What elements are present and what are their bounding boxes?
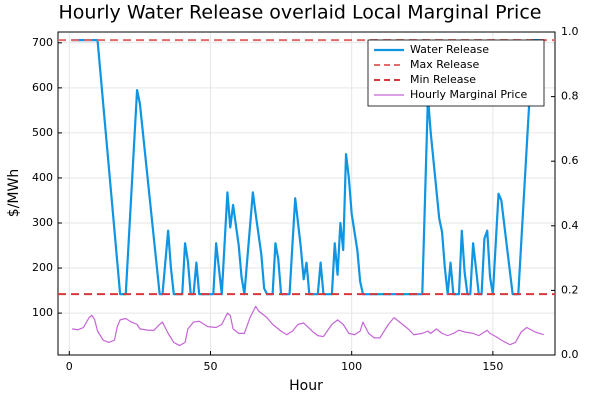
x-axis-label: Hour: [289, 378, 323, 394]
y2-tick-label: 0.6: [561, 154, 579, 167]
y2-tick-label: 0.8: [561, 90, 579, 103]
y-tick-label: 600: [32, 81, 53, 94]
y-tick-label: 300: [32, 216, 53, 229]
chart-title: Hourly Water Release overlaid Local Marg…: [59, 2, 542, 24]
plot-frame: [57, 31, 556, 356]
y-axis-label: $/MWh: [6, 169, 22, 217]
x-tick-label: 0: [66, 360, 73, 373]
y-tick-label: 100: [32, 306, 53, 319]
y2-tick-label: 0.2: [561, 283, 579, 296]
legend-label: Max Release: [410, 58, 479, 71]
x-tick-label: 150: [482, 360, 503, 373]
y-tick-label: 200: [32, 261, 53, 274]
plot-area: [58, 39, 555, 347]
x-tick-label: 50: [203, 360, 217, 373]
legend-label: Min Release: [410, 73, 476, 86]
y2-tick-label: 0.0: [561, 348, 579, 361]
y2-tick-label: 0.4: [561, 219, 579, 232]
data-line: [72, 305, 544, 347]
y-tick-label: 400: [32, 171, 53, 184]
x-tick-label: 100: [341, 360, 362, 373]
y-tick-label: 700: [32, 36, 53, 49]
legend-label: Hourly Marginal Price: [410, 88, 527, 101]
y-tick-label: 500: [32, 126, 53, 139]
y2-tick-label: 1.0: [561, 25, 579, 38]
legend-label: Water Release: [410, 43, 489, 56]
